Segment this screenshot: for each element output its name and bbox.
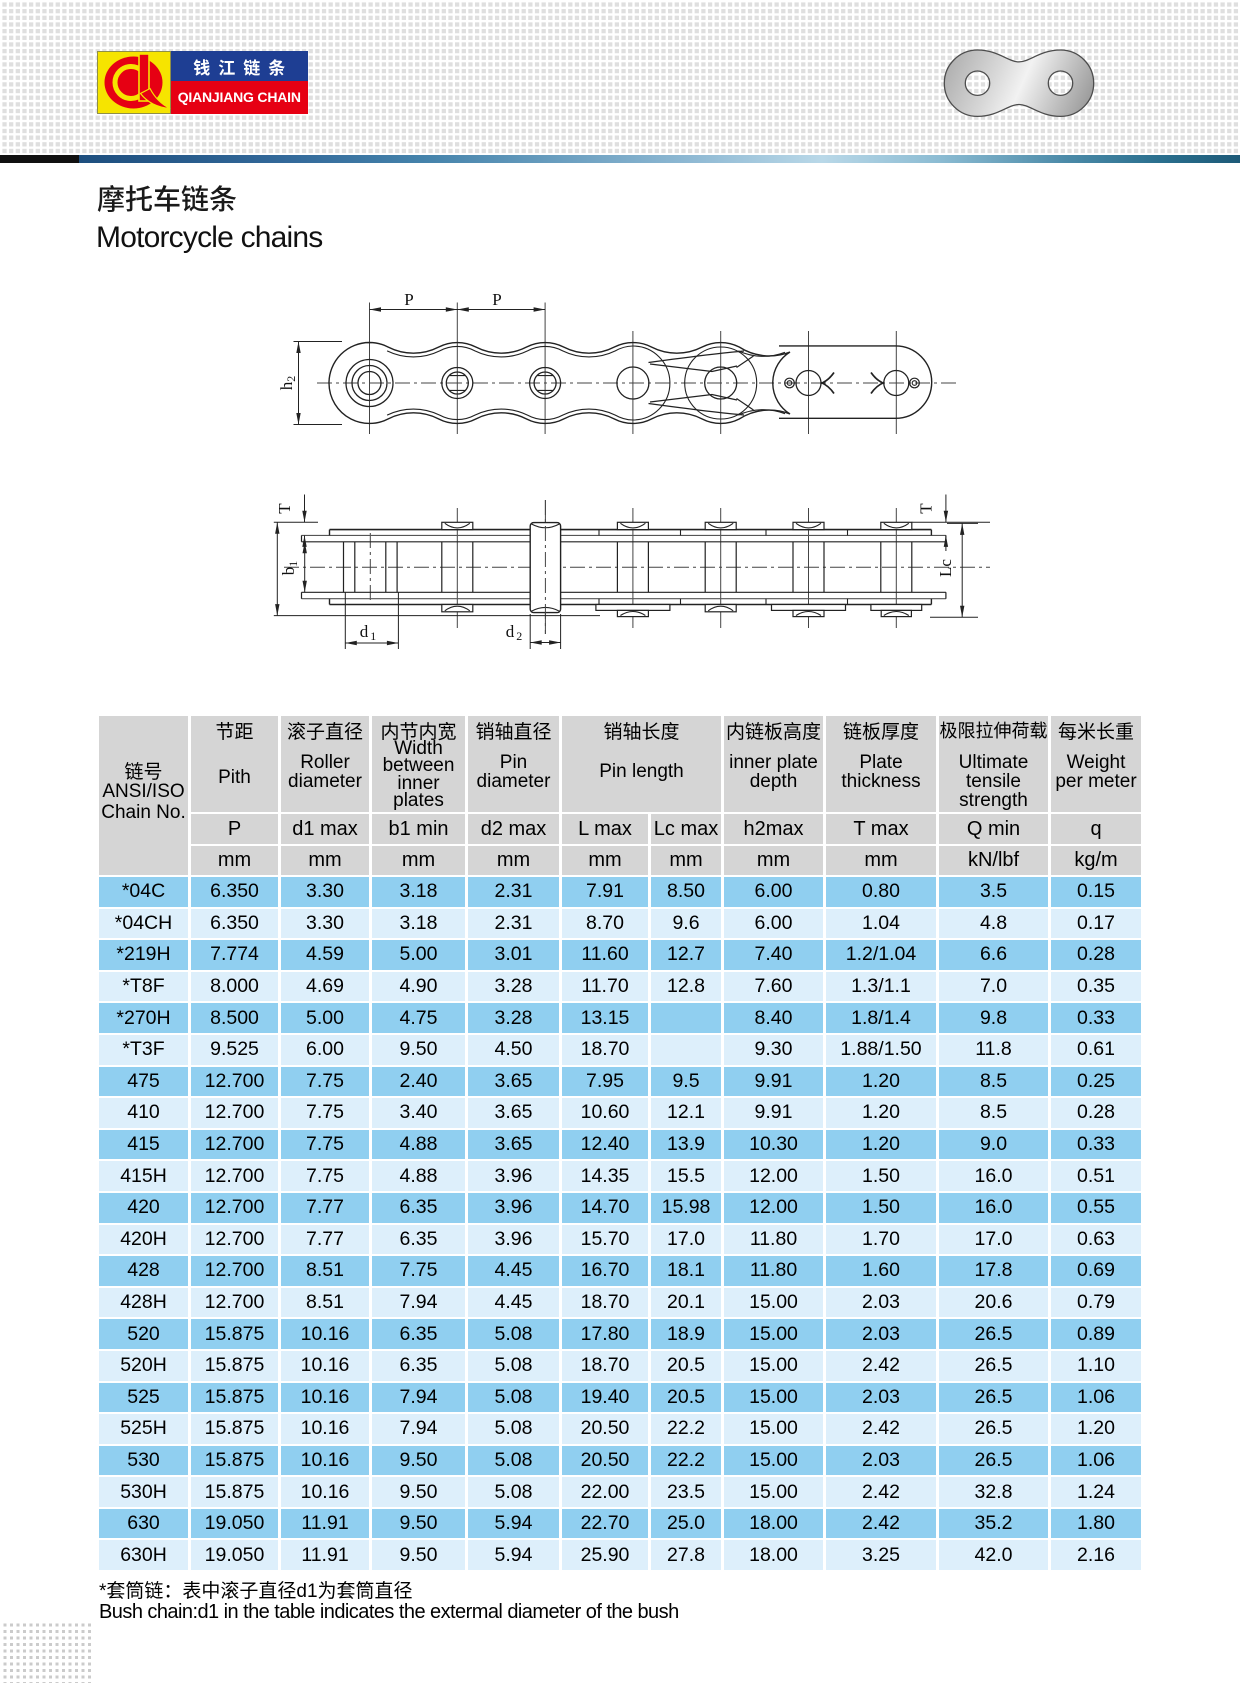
svg-text:P: P (492, 290, 501, 309)
svg-text:Lc: Lc (936, 559, 955, 577)
svg-text:T: T (917, 503, 936, 514)
svg-text:b1: b1 (279, 561, 300, 576)
svg-text:h2: h2 (280, 376, 298, 391)
svg-text:d2: d2 (506, 622, 523, 643)
svg-text:P: P (404, 290, 413, 309)
svg-text:T: T (275, 503, 294, 514)
svg-text:d1: d1 (360, 622, 377, 643)
